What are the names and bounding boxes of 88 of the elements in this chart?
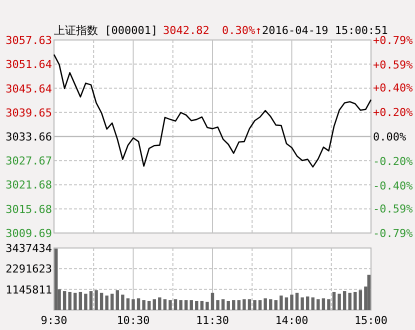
y-tick-label: 3033.66	[6, 130, 52, 144]
bar	[216, 300, 220, 310]
chart-title: 上证指数 [000001]	[54, 24, 158, 37]
bar	[84, 294, 88, 310]
bar	[136, 298, 140, 310]
bar	[342, 291, 346, 310]
bar	[100, 292, 104, 310]
bar	[116, 290, 120, 310]
bar	[142, 300, 146, 310]
bar	[322, 298, 326, 310]
bar	[280, 296, 283, 310]
bar	[190, 300, 193, 310]
y-tick-label: 3437434	[6, 242, 52, 255]
bar	[132, 299, 135, 310]
bar	[258, 300, 262, 310]
bar	[195, 300, 198, 310]
line-series	[53, 54, 372, 168]
y2-tick-label: +0.40%	[373, 82, 414, 95]
bar	[354, 292, 357, 310]
y-tick-label: 3057.63	[6, 34, 52, 47]
bar	[253, 300, 256, 310]
bar	[248, 299, 252, 310]
bar	[152, 299, 156, 310]
bar	[316, 299, 320, 310]
bar	[206, 302, 209, 310]
bar	[300, 297, 304, 310]
bar	[210, 292, 214, 310]
y2-tick-label: +0.59%	[373, 58, 414, 72]
text: 0.30%↑	[222, 24, 262, 37]
bar	[105, 296, 108, 310]
bar	[242, 299, 246, 310]
bar	[358, 290, 362, 310]
bar	[290, 294, 294, 310]
y-tick-label: 3039.65	[6, 106, 52, 120]
y-tick-label: 3045.64	[6, 82, 52, 96]
bar	[158, 297, 162, 310]
bar	[174, 299, 178, 310]
bar	[348, 292, 352, 310]
bar	[163, 299, 167, 310]
y2-tick-label: 0.00%	[373, 130, 406, 144]
bar	[168, 300, 172, 310]
bar	[147, 300, 151, 310]
bar	[264, 298, 267, 310]
bar	[332, 292, 336, 310]
bar	[284, 297, 288, 310]
bar	[121, 294, 124, 310]
y2-tick-label: -0.59%	[373, 202, 414, 216]
bar	[226, 300, 230, 310]
y-tick-label: 3021.68	[6, 178, 52, 192]
bar	[78, 292, 82, 310]
bar	[110, 294, 114, 310]
y-tick-label: 2291623	[6, 262, 52, 276]
bar	[232, 300, 236, 310]
bar	[200, 300, 204, 310]
y2-tick-label: -0.79%	[373, 227, 414, 240]
bar	[306, 296, 310, 310]
x-tick-label: 10:30	[116, 314, 150, 327]
bar	[62, 291, 66, 310]
bar	[94, 290, 98, 310]
y-tick-label: 1145811	[6, 283, 52, 296]
bar	[295, 292, 299, 310]
bar	[184, 300, 188, 310]
bar	[179, 300, 182, 310]
text: 3042.82	[163, 24, 210, 37]
bar	[68, 292, 72, 310]
x-tick-label: 9:30	[40, 314, 68, 327]
bar	[89, 291, 93, 310]
bar	[338, 294, 341, 310]
y2-tick-label: +0.20%	[373, 106, 414, 120]
y2-tick-label: +0.79%	[373, 34, 414, 47]
x-tick-label: 14:00	[275, 314, 308, 327]
y-tick-label: 3027.67	[6, 154, 52, 168]
y-tick-label: 3015.68	[6, 202, 52, 216]
bar	[74, 292, 77, 310]
bar	[269, 299, 272, 310]
text: 2016-04-19 15:00:51	[262, 24, 388, 37]
y-tick-label: 3009.69	[6, 227, 52, 240]
bar	[327, 299, 330, 310]
x-tick-label: 15:00	[354, 314, 388, 327]
bar	[126, 298, 130, 310]
x-tick-label: 11:30	[196, 314, 230, 327]
bar	[274, 300, 278, 310]
y2-tick-label: -0.40%	[373, 179, 414, 192]
bar	[311, 297, 314, 310]
y2-tick-label: -0.20%	[373, 154, 414, 168]
bar	[237, 300, 241, 310]
y-tick-label: 3051.64	[6, 58, 52, 72]
bar	[221, 299, 225, 310]
